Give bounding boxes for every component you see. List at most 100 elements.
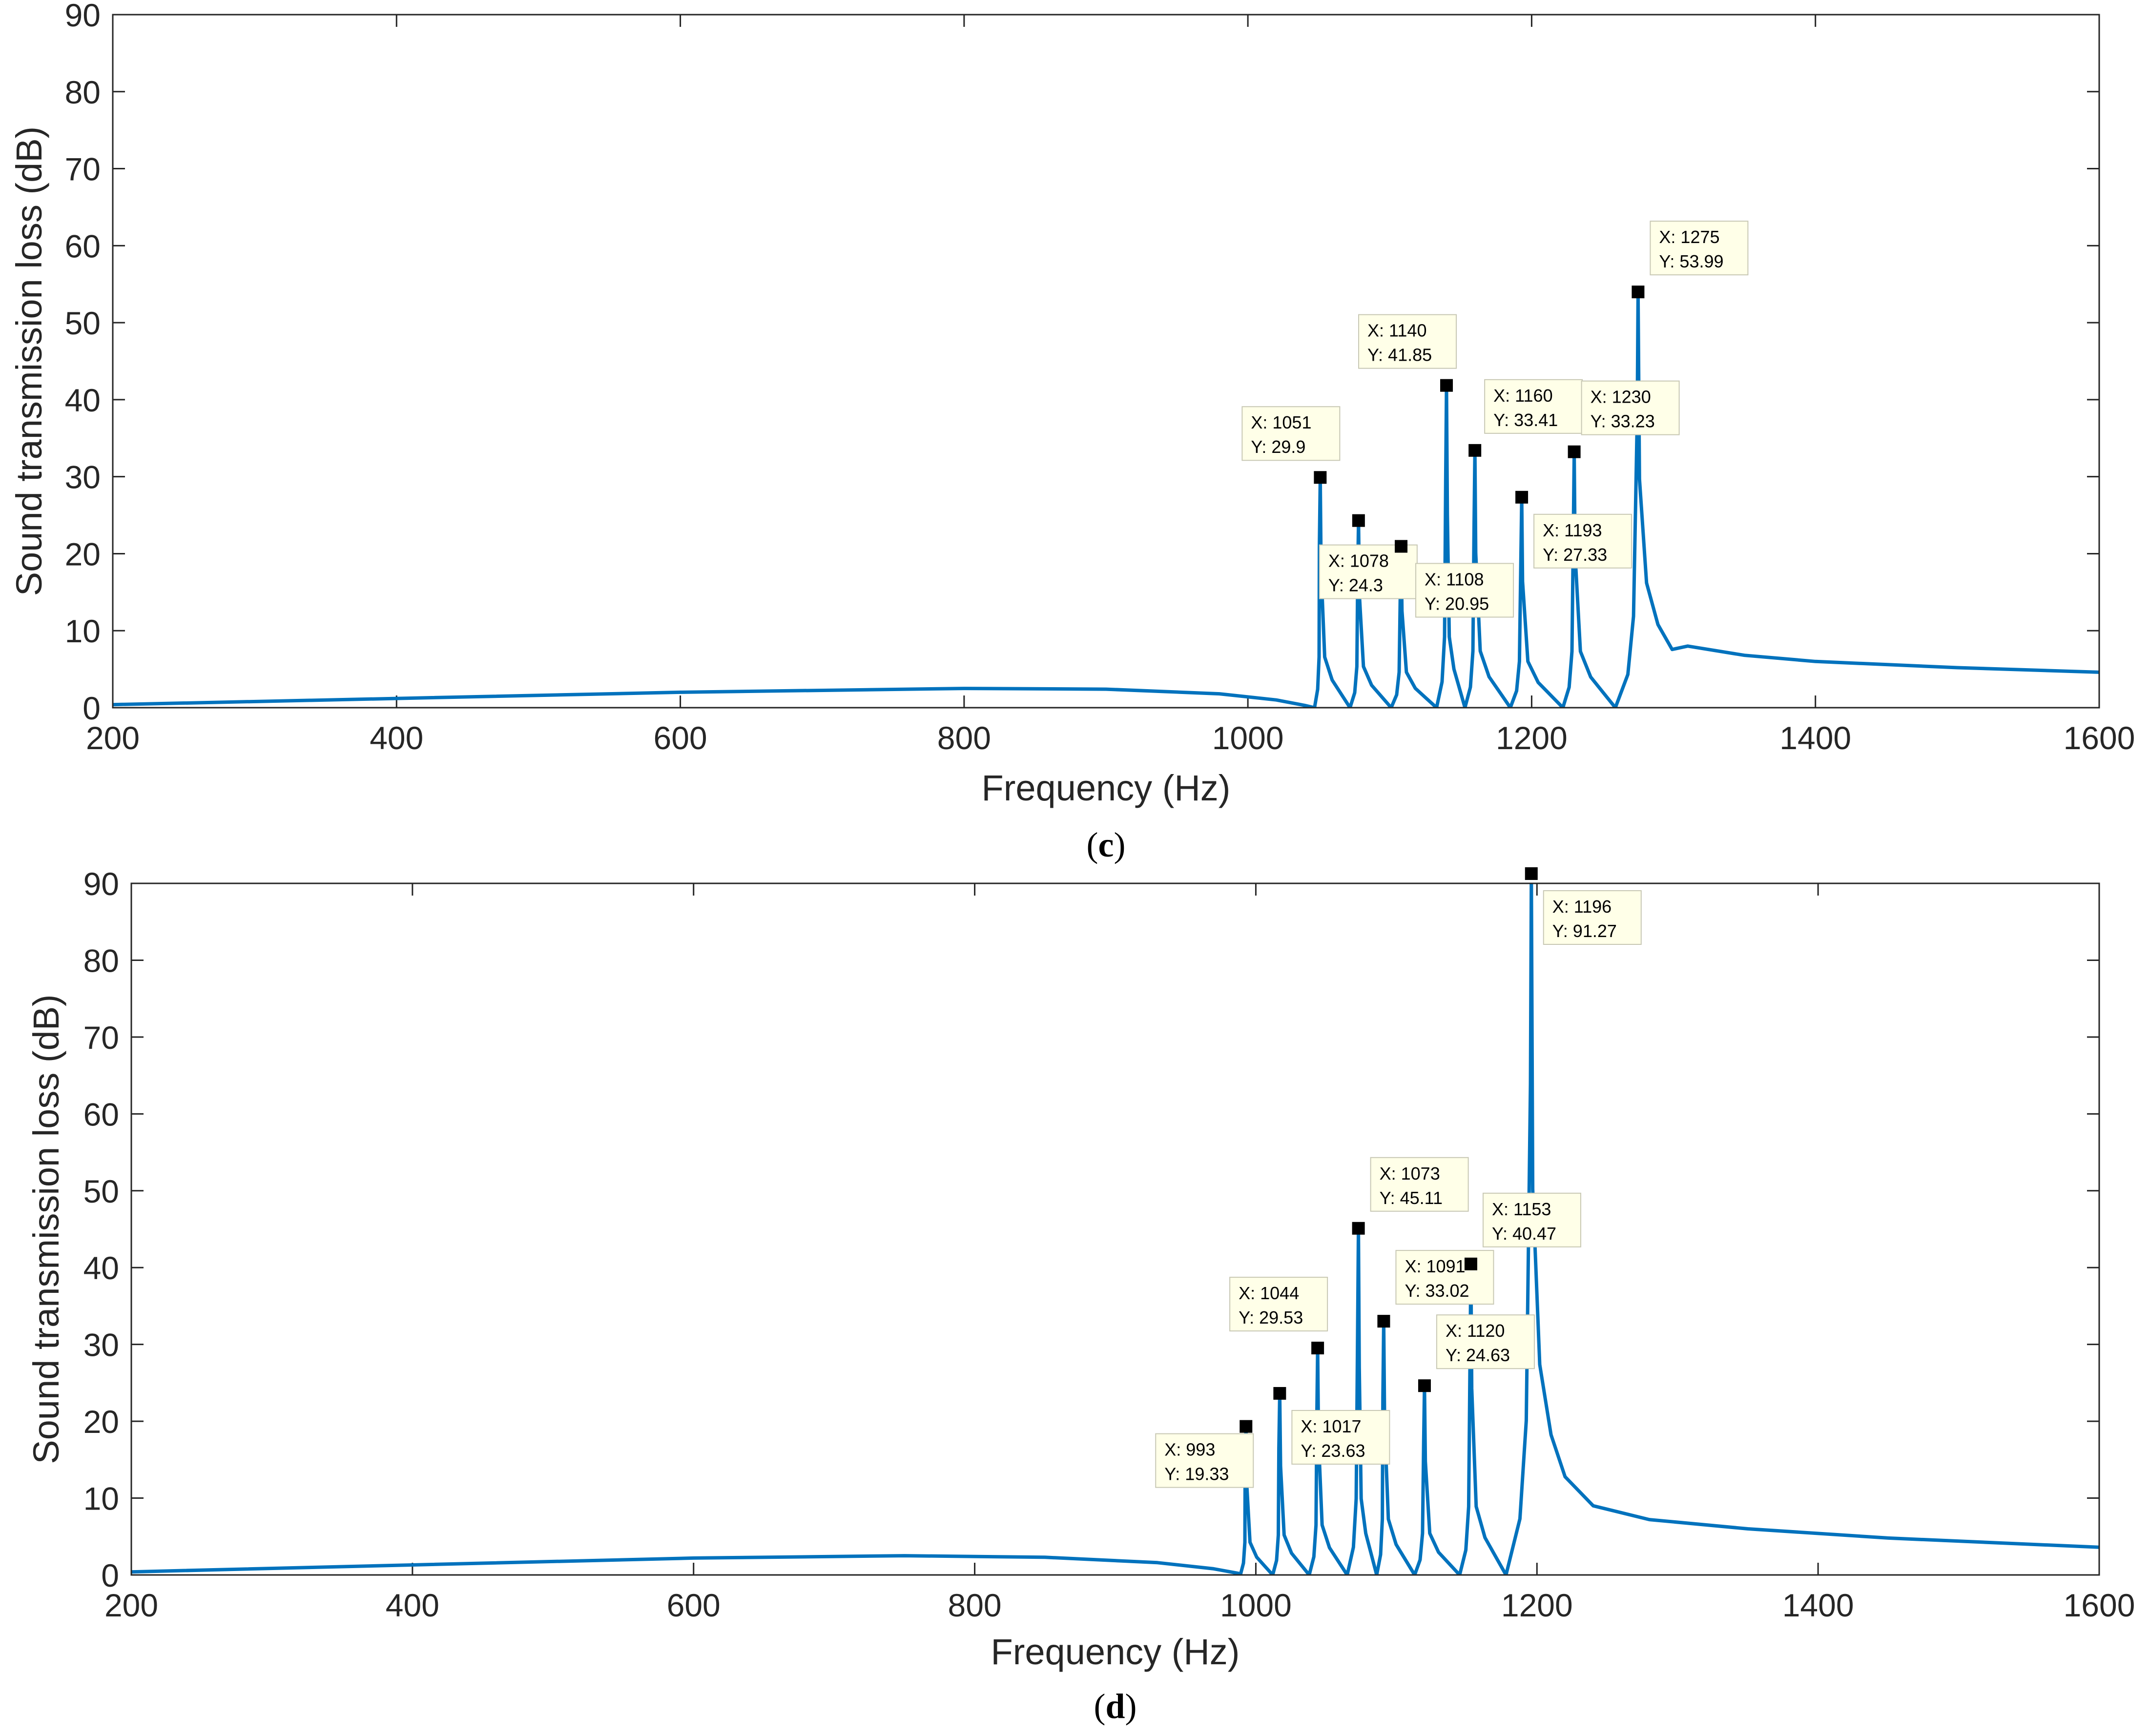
peak-marker[interactable] [1464, 1257, 1477, 1270]
datatip[interactable]: X: 1044 Y: 29.53 [1229, 1277, 1328, 1355]
peak-marker[interactable] [1273, 1387, 1286, 1400]
y-tick-label: 30 [83, 1327, 119, 1363]
peak-marker[interactable] [1440, 379, 1453, 392]
y-tick-label: 50 [83, 1173, 119, 1209]
datatip-box [1155, 1433, 1254, 1488]
datatip[interactable]: X: 1196 Y: 91.27 [1525, 867, 1642, 945]
x-tick-label: 800 [948, 1587, 1002, 1623]
datatip-box [1650, 221, 1749, 276]
y-tick-label: 80 [65, 74, 101, 110]
datatip[interactable]: X: 1108 Y: 20.95 [1395, 540, 1514, 618]
datatip-box [1533, 513, 1632, 569]
x-tick-label: 400 [386, 1587, 439, 1623]
x-tick-label: 1600 [2064, 720, 2135, 756]
datatip[interactable]: X: 1140 Y: 41.85 [1358, 314, 1457, 392]
datatip-box [1229, 1277, 1328, 1332]
datatip-x: X: 993 [1164, 1440, 1215, 1460]
peak-marker[interactable] [1515, 490, 1529, 504]
datatip[interactable]: X: 1017 Y: 23.63 [1273, 1387, 1390, 1465]
datatip[interactable]: X: 1160 Y: 33.41 [1468, 379, 1583, 457]
series-line [131, 883, 2099, 1575]
panel-caption: (d) [1094, 1687, 1136, 1726]
peak-marker[interactable] [1568, 445, 1581, 458]
y-ticks: 0 10 20 30 40 50 60 70 80 90 [83, 866, 2099, 1593]
y-tick-label: 50 [65, 305, 101, 341]
datatip-box [1415, 563, 1514, 618]
plot-area [113, 15, 2099, 708]
datatip-box [1358, 314, 1457, 369]
series-line [113, 290, 2099, 708]
x-tick-label: 1000 [1220, 1587, 1292, 1623]
datatip[interactable]: X: 1193 Y: 27.33 [1515, 490, 1632, 569]
datatip-x: X: 1230 [1591, 387, 1651, 407]
x-tick-label: 800 [937, 720, 991, 756]
datatip-y: Y: 29.53 [1239, 1307, 1303, 1328]
datatip-box [1395, 1250, 1494, 1305]
y-tick-label: 60 [65, 228, 101, 264]
datatip-box [1543, 890, 1642, 945]
peak-marker[interactable] [1311, 1342, 1324, 1355]
x-tick-label: 1200 [1496, 720, 1568, 756]
datatip[interactable]: X: 993 Y: 19.33 [1155, 1420, 1254, 1488]
datatip-y: Y: 24.63 [1446, 1345, 1510, 1365]
datatip[interactable]: X: 1120 Y: 24.63 [1418, 1314, 1535, 1392]
y-tick-label: 90 [83, 866, 119, 902]
peak-marker[interactable] [1240, 1420, 1253, 1433]
peak-marker[interactable] [1377, 1315, 1390, 1328]
y-tick-label: 0 [101, 1557, 119, 1593]
datatip-x: X: 1078 [1328, 551, 1389, 571]
y-ticks: 0 10 20 30 40 50 60 70 80 90 [65, 0, 2099, 726]
y-tick-label: 30 [65, 459, 101, 495]
datatip[interactable]: X: 1230 Y: 33.23 [1568, 380, 1680, 458]
datatip[interactable]: X: 1073 Y: 45.11 [1352, 1157, 1469, 1235]
datatip-box [1319, 544, 1418, 599]
datatip-box [1291, 1409, 1390, 1465]
datatip-x: X: 1108 [1425, 569, 1484, 589]
y-tick-label: 40 [65, 382, 101, 418]
x-tick-label: 200 [104, 1587, 158, 1623]
y-tick-label: 80 [83, 942, 119, 979]
peak-marker[interactable] [1632, 286, 1645, 299]
peak-marker[interactable] [1395, 540, 1408, 553]
peak-marker[interactable] [1468, 444, 1482, 457]
y-tick-label: 0 [83, 690, 101, 726]
datatip-y: Y: 19.33 [1164, 1464, 1229, 1484]
datatip-box [1370, 1157, 1469, 1212]
x-tick-label: 200 [86, 720, 140, 756]
datatip[interactable]: X: 1051 Y: 29.9 [1241, 406, 1341, 484]
peak-marker[interactable] [1314, 471, 1327, 484]
peak-marker[interactable] [1418, 1379, 1431, 1392]
x-ticks: 200 400 600 800 1000 1200 1400 1600 [86, 15, 2135, 756]
x-tick-label: 1600 [2064, 1587, 2135, 1623]
datatip-x: X: 1073 [1380, 1164, 1440, 1184]
panel-d: 200 400 600 800 1000 1200 1400 1600 0 10 20 30 40 50 6… [26, 866, 2135, 1726]
y-tick-label: 60 [83, 1096, 119, 1132]
datatip-y: Y: 40.47 [1492, 1224, 1556, 1244]
y-tick-label: 20 [65, 536, 101, 572]
y-tick-label: 70 [83, 1020, 119, 1056]
datatip-box [1484, 379, 1583, 434]
datatip-y: Y: 24.3 [1328, 575, 1383, 595]
datatip[interactable]: X: 1275 Y: 53.99 [1632, 221, 1749, 299]
peak-marker[interactable] [1525, 867, 1538, 880]
datatip-y: Y: 41.85 [1367, 345, 1432, 365]
datatip-x: X: 1140 [1367, 321, 1426, 341]
datatip-y: Y: 45.11 [1380, 1188, 1443, 1208]
datatip-y: Y: 23.63 [1301, 1441, 1365, 1461]
x-axis-label: Frequency (Hz) [991, 1632, 1240, 1672]
datatip[interactable]: X: 1091 Y: 33.02 [1377, 1250, 1494, 1328]
datatip[interactable]: X: 1078 Y: 24.3 [1319, 514, 1418, 599]
peak-marker[interactable] [1352, 1222, 1365, 1235]
y-tick-label: 20 [83, 1404, 119, 1440]
panel-caption: (c) [1087, 825, 1126, 864]
datatip-x: X: 1196 [1552, 897, 1612, 917]
peak-marker[interactable] [1352, 514, 1365, 527]
plot-area [131, 883, 2099, 1575]
y-axis-label: Sound transmission loss (dB) [26, 994, 66, 1464]
datatip-x: X: 1193 [1543, 520, 1602, 540]
datatip-y: Y: 33.23 [1591, 411, 1655, 431]
datatip-x: X: 1091 [1405, 1256, 1465, 1276]
y-tick-label: 70 [65, 151, 101, 187]
x-tick-label: 1000 [1212, 720, 1284, 756]
datatip[interactable]: X: 1153 Y: 40.47 [1464, 1192, 1581, 1270]
